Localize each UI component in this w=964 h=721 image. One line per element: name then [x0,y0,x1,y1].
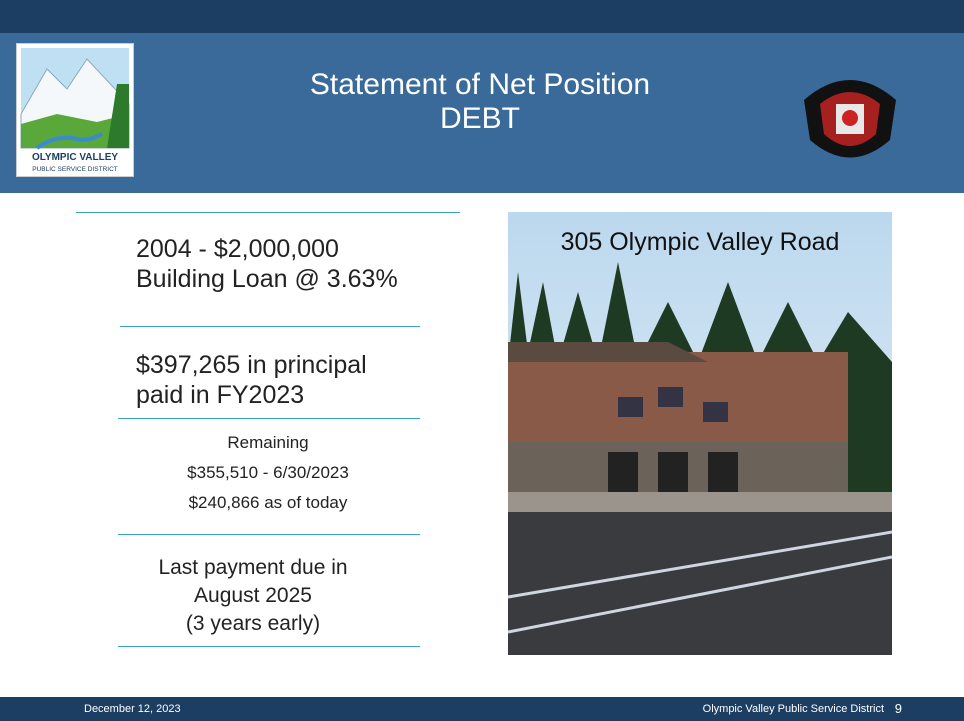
photo-art: 305 Olympic Valley Road [508,212,892,655]
station-photo: 305 Olympic Valley Road [508,212,892,655]
last-payment-text: Last payment due in August 2025 (3 years… [118,554,388,638]
page-number: 9 [894,701,902,716]
divider [118,646,420,647]
text: Last payment due in [158,556,348,579]
fire-dept-logo [804,80,896,158]
title-line: DEBT [439,102,520,135]
divider [118,418,420,419]
text: (3 years early) [185,612,321,635]
text: August 2025 [194,584,312,607]
footer-date: December 12, 2023 [84,703,181,715]
logo-art: OLYMPIC VALLEY PUBLIC SERVICE DISTRICT [20,48,130,173]
principal-text: $397,265 in principal paid in FY2023 [136,350,367,410]
divider [120,326,420,327]
text: $240,866 as of today [188,493,348,512]
text: paid in FY2023 [136,381,305,409]
logo-text: OLYMPIC VALLEY [32,152,118,163]
divider [76,212,460,213]
title-line: Statement of Net Position [309,68,651,101]
header [0,33,964,193]
footer-org: Olympic Valley Public Service District [702,703,884,715]
text: Remaining [227,433,309,452]
remaining-text: Remaining $355,510 - 6/30/2023 $240,866 … [118,428,418,518]
loan-text: 2004 - $2,000,000 Building Loan @ 3.63% [136,234,398,294]
top-bar [0,0,964,33]
text: $355,510 - 6/30/2023 [187,463,349,482]
text: $397,265 in principal [136,351,367,379]
divider [118,534,420,535]
title: Statement of Net Position DEBT [220,68,740,136]
logo-subtext: PUBLIC SERVICE DISTRICT [32,166,118,173]
text: 2004 - $2,000,000 [136,235,339,263]
text: Building Loan @ 3.63% [136,265,398,293]
photo-caption: 305 Olympic Valley Road [561,228,840,256]
district-logo: OLYMPIC VALLEY PUBLIC SERVICE DISTRICT [16,43,134,177]
footer: December 12, 2023 Olympic Valley Public … [0,697,964,721]
